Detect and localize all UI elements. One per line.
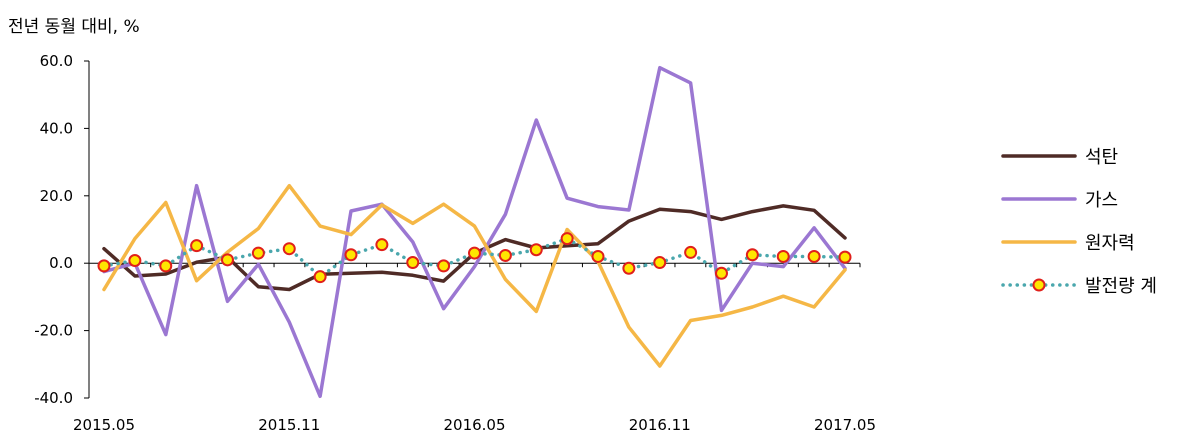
series-point-marker	[653, 256, 667, 270]
series-point-marker	[591, 249, 605, 263]
series-point-marker	[97, 259, 111, 273]
series-point-marker	[375, 238, 389, 252]
y-tick-label: -40.0	[34, 389, 73, 407]
series-point-marker	[128, 254, 142, 268]
x-tick-label: 2015.05	[73, 416, 135, 434]
series-point-marker	[622, 261, 636, 275]
series-point-marker	[159, 259, 173, 273]
y-tick-label: 40.0	[40, 119, 73, 137]
series-point-marker	[468, 246, 481, 260]
y-tick-label: 60.0	[40, 52, 73, 70]
series-line	[102, 65, 847, 399]
plot-area	[97, 65, 852, 399]
series-point-marker	[344, 248, 358, 262]
series-line	[102, 183, 847, 368]
series-point-marker	[221, 253, 234, 267]
x-tick-label: 2016.05	[443, 416, 505, 434]
series-point-marker	[838, 250, 852, 264]
series-point-marker	[313, 270, 327, 284]
legend-label: 발전량 계	[1085, 276, 1157, 297]
x-tick-label: 2016.11	[629, 416, 691, 434]
y-tick-label: 20.0	[40, 187, 73, 205]
legend-label: 원자력	[1085, 233, 1135, 254]
y-tick-label: -20.0	[34, 322, 73, 340]
x-tick-label: 2017.05	[814, 416, 876, 434]
series-point-marker	[807, 249, 821, 263]
series-point-marker	[498, 248, 512, 262]
series-point-marker	[190, 239, 204, 253]
series-point-marker	[251, 246, 265, 260]
series-point-marker	[437, 259, 451, 273]
y-axis-unit-label: 전년 동월 대비, %	[8, 17, 140, 37]
series-point-marker	[745, 248, 759, 262]
series-point-marker	[529, 243, 543, 257]
legend-marker	[1032, 278, 1046, 292]
legend-label: 가스	[1085, 190, 1118, 211]
series-point-marker	[406, 256, 420, 270]
y-tick-label: 0.0	[49, 254, 73, 272]
series-point-marker	[684, 245, 698, 259]
x-tick-label: 2015.11	[258, 416, 320, 434]
series-point-marker	[715, 266, 728, 280]
series-point-marker	[560, 232, 574, 246]
legend-label: 석탄	[1085, 147, 1118, 168]
series-point-marker	[282, 242, 296, 256]
series-point-marker	[776, 249, 790, 263]
